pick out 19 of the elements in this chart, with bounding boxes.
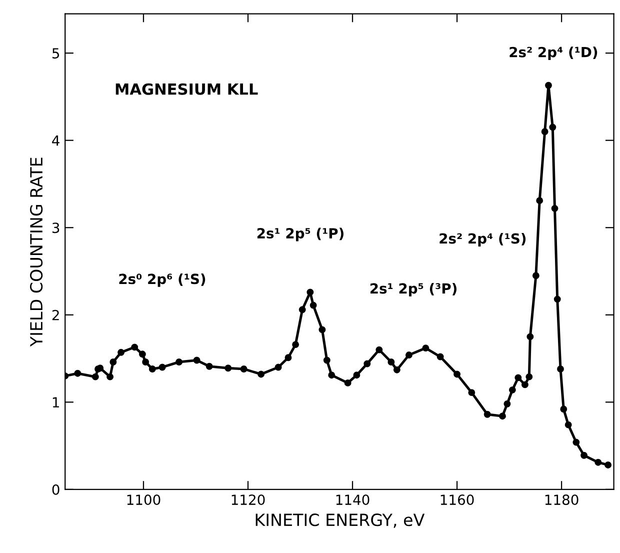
y-tick-label: 5	[52, 48, 60, 59]
y-axis-title: YIELD COUNTING RATE	[30, 158, 43, 347]
x-tick-label: 1140	[336, 494, 370, 506]
y-tick-label: 2	[52, 310, 59, 320]
x-tick-label: 1160	[440, 494, 474, 506]
annotation: 2s¹ 2p⁵ (¹P)	[257, 228, 344, 242]
annotation: 2s² 2p⁴ (¹S)	[440, 233, 526, 246]
annotation: 2s² 2p⁴ (¹D)	[510, 46, 598, 60]
x-tick-label: 1100	[127, 494, 160, 506]
y-tick-label: 3	[52, 222, 60, 234]
y-tick-label: 4	[52, 136, 60, 146]
y-tick-label: 1	[52, 397, 59, 408]
y-tick-label: 0	[52, 484, 60, 495]
annotation: 2s⁰ 2p⁶ (¹S)	[119, 273, 206, 287]
annotation: 2s¹ 2p⁵ (³P)	[370, 282, 456, 296]
text: MAGNESIUM KLL	[116, 83, 258, 95]
x-tick-label: 1120	[232, 494, 265, 506]
x-tick-label: 1180	[545, 494, 578, 506]
x-axis-title: KINETIC ENERGY, eV	[256, 514, 425, 528]
